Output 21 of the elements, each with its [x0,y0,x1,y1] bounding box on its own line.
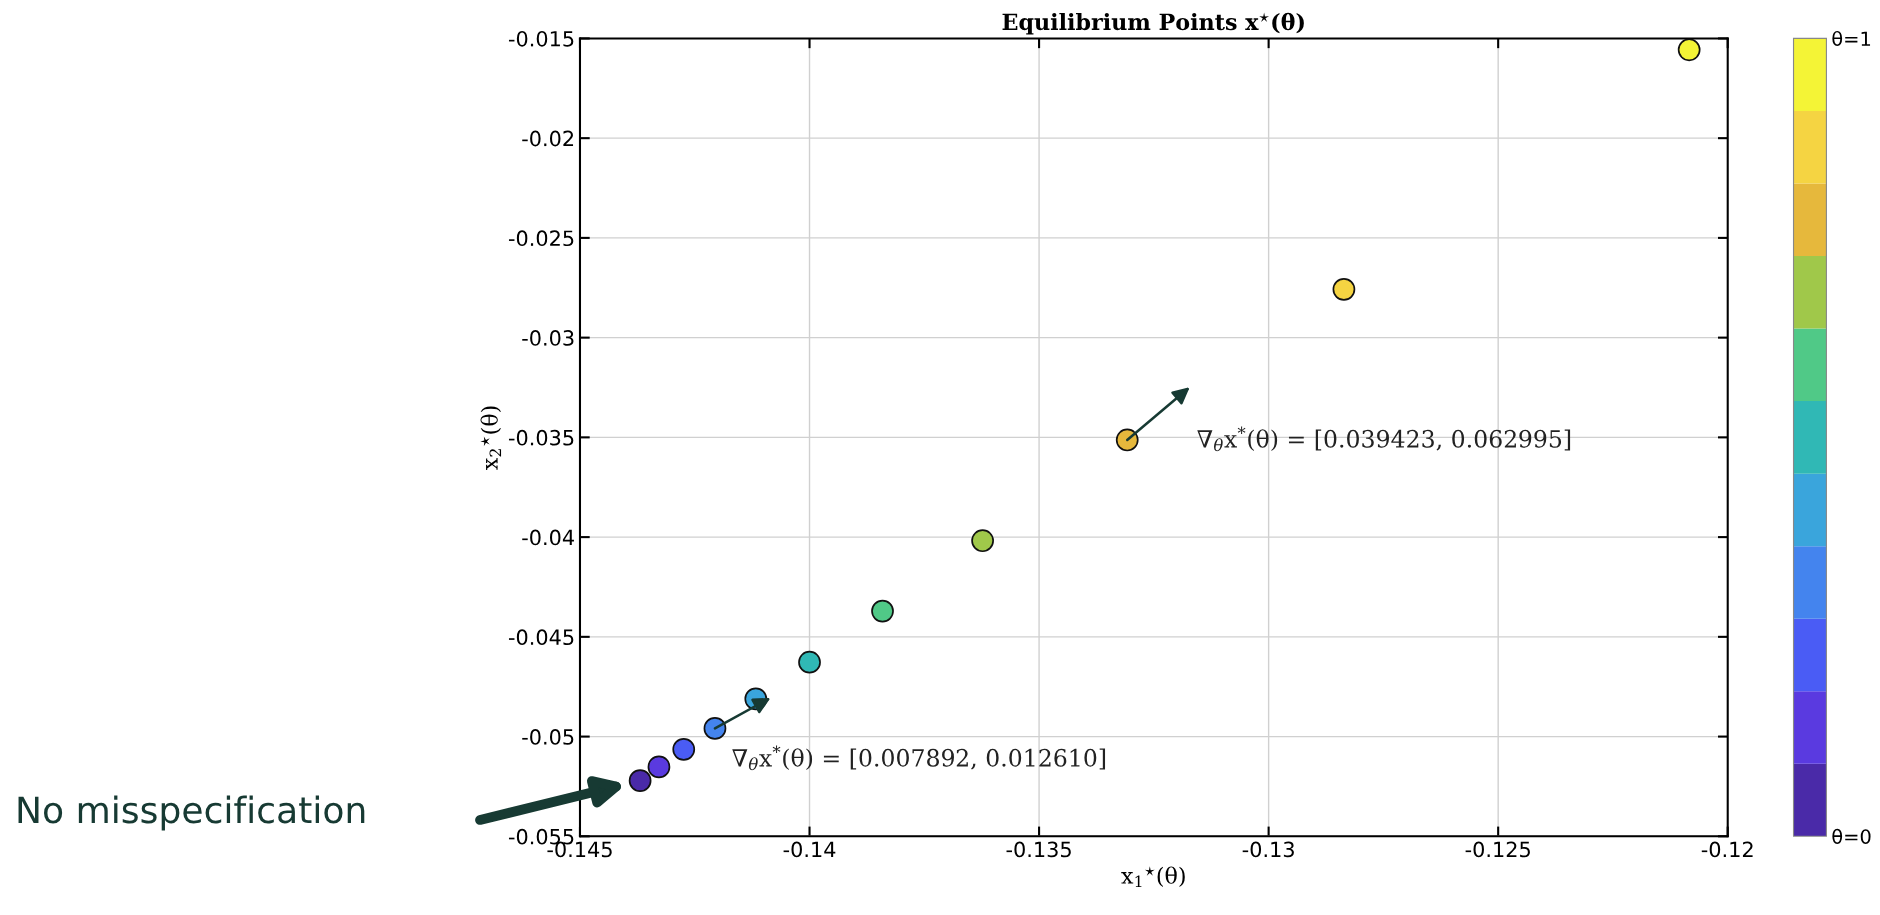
y-tick-label: -0.045 [508,629,574,646]
chart-title: Equilibrium Points x$^{⋆}$(θ) [1002,12,1304,35]
x-tick-label: -0.14 [783,841,836,858]
y-tick-label: -0.04 [522,529,574,546]
y-tick-label: -0.025 [508,230,574,247]
color-bar-label: θ=0 [1832,828,1871,844]
x-tick-label: -0.135 [1006,841,1071,858]
y-tick-label: -0.03 [522,330,574,346]
color-bar-label: θ=1 [1832,30,1871,47]
annotation: ∇$_{θ}$x$^{*}$(θ) = [0.039423, 0.062995] [1197,426,1571,452]
y-tick-label: -0.02 [522,130,574,147]
y-tick-label: -0.05 [522,729,574,745]
text: No misspecification [18,795,365,831]
y-tick-label: -0.035 [508,429,574,446]
x-axis-title: x$_{1}$$^{⋆}$(θ) [1121,866,1185,888]
x-tick-label: -0.13 [1242,841,1294,858]
x-tick-label: -0.12 [1701,841,1753,858]
y-tick-label: -0.015 [508,30,574,47]
annotation: ∇$_{θ}$x$^{*}$(θ) = [0.007892, 0.012610] [732,745,1106,771]
x-tick-label: -0.125 [1465,841,1530,858]
y-axis-title: x$_{2}$$^{⋆}$(θ) [480,406,502,470]
